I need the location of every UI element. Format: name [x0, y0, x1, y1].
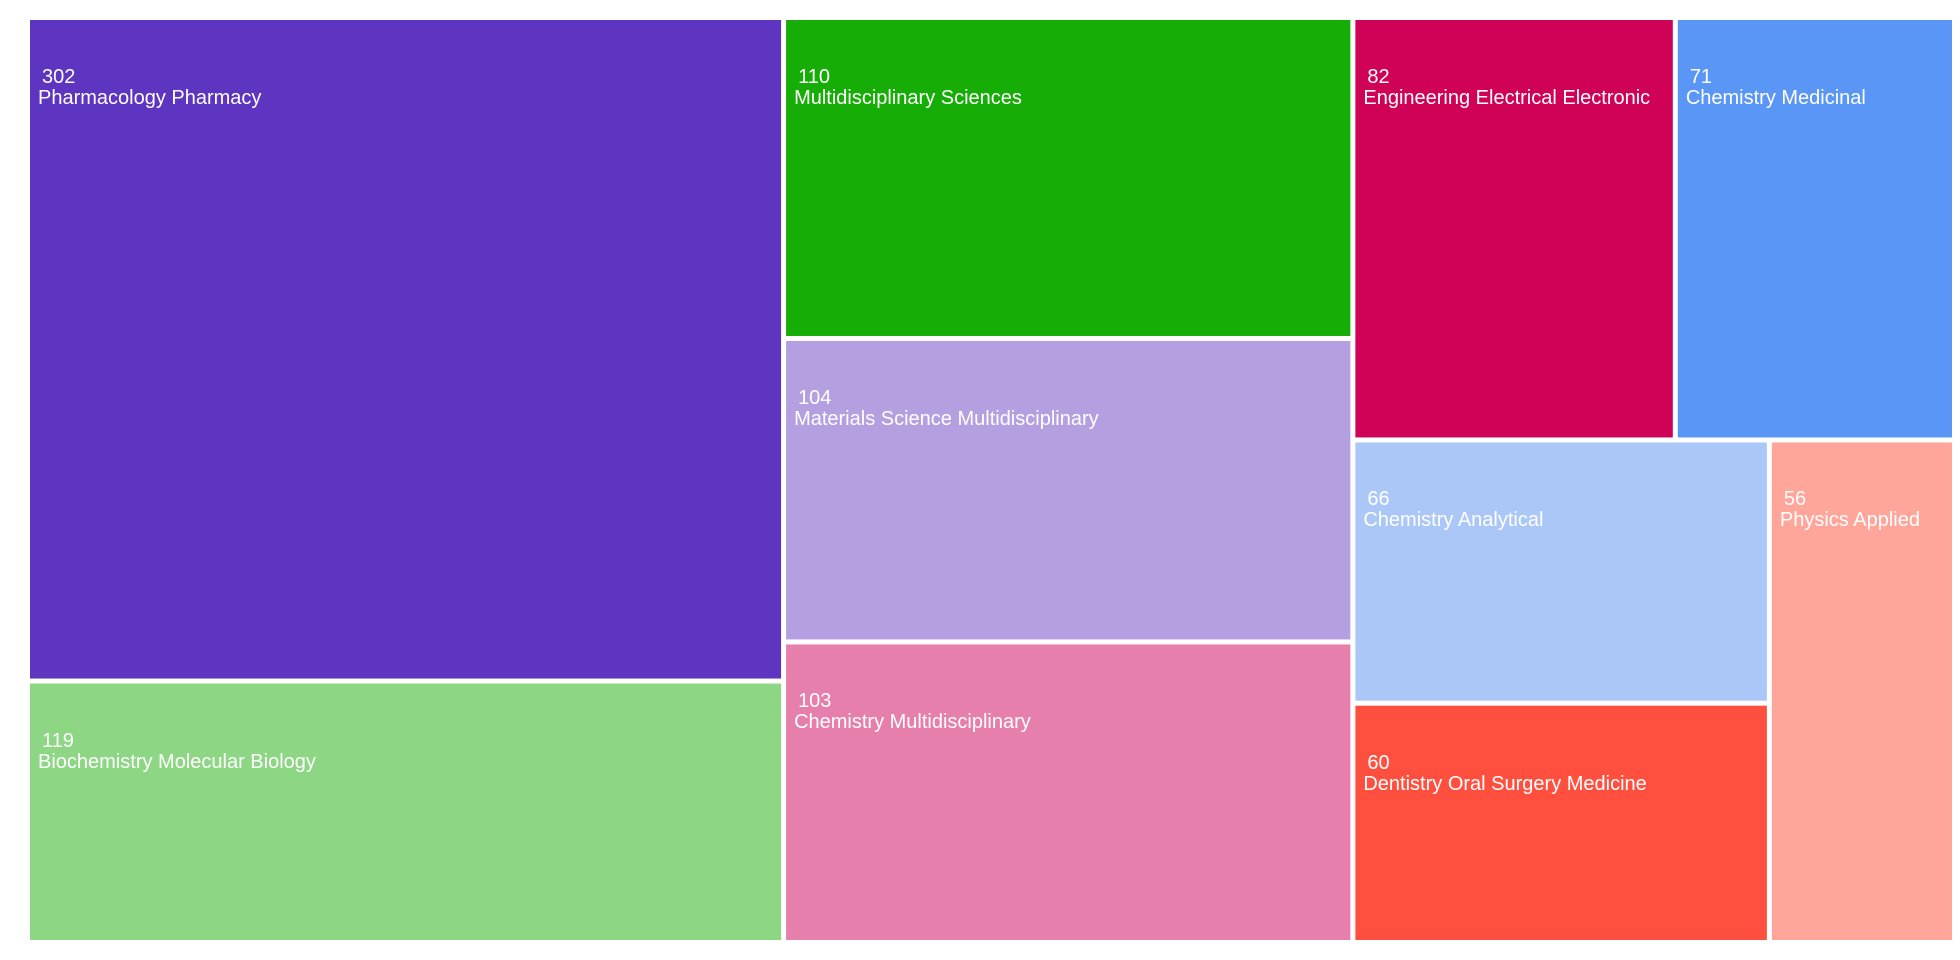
tile-value: 71	[1689, 67, 1713, 88]
tile-name: Pharmacology Pharmacy	[38, 87, 262, 109]
tile-name: Chemistry Multidisciplinary	[794, 711, 1031, 734]
tile-rect	[786, 644, 1351, 940]
tile-rect	[1771, 442, 1952, 940]
tile-value: 110	[798, 67, 830, 88]
tile-name: Dentistry Oral Surgery Medicine	[1363, 772, 1647, 795]
tile-rect	[786, 20, 1351, 336]
tile-name: Multidisciplinary Sciences	[794, 87, 1022, 109]
tile-rect	[30, 683, 782, 940]
tile-label-box: 110 Multidisciplinary Sciences	[794, 67, 1346, 109]
tile-name: Biochemistry Molecular Biology	[38, 750, 316, 773]
tile-name: Chemistry Analytical	[1363, 509, 1544, 532]
tile-value: 56	[1783, 489, 1807, 511]
tile-label-box: 71 Chemistry Medicinal	[1686, 67, 1948, 109]
tile-rect	[786, 340, 1351, 640]
tile-value: 104	[798, 387, 832, 409]
tile-value: 60	[1367, 752, 1390, 774]
tile-name: Chemistry Medicinal	[1685, 87, 1866, 109]
tile-rect	[1355, 705, 1767, 940]
tile-rect	[30, 20, 782, 679]
tile-label-box: 119 Biochemistry Molecular Biology	[38, 731, 777, 773]
tile-rect	[1355, 20, 1673, 438]
tile-name: Materials Science Multidisciplinary	[794, 407, 1099, 430]
tile-value: 103	[798, 691, 832, 713]
tile-value: 82	[1367, 67, 1390, 88]
tile-rect	[1355, 442, 1767, 701]
tile-label-box: 104 Materials Science Multidisciplinary	[794, 388, 1346, 430]
tile-value: 302	[42, 67, 76, 88]
tile-label-box: 60 Dentistry Oral Surgery Medicine	[1363, 753, 1763, 795]
tile-rect	[1677, 20, 1952, 438]
tile-name: Physics Applied	[1779, 509, 1920, 532]
tile-name: Engineering Electrical Electronic	[1363, 87, 1651, 109]
tile-value: 66	[1367, 489, 1390, 511]
tile-label-box: 103 Chemistry Multidisciplinary	[794, 691, 1346, 733]
tile-value: 119	[42, 730, 74, 752]
tile-label-box: 56 Physics Applied	[1780, 489, 1948, 531]
tile-label-box: 302 Pharmacology Pharmacy	[38, 67, 777, 109]
tile-label-box: 82 Engineering Electrical Electronic	[1363, 67, 1668, 109]
tile-label-box: 66 Chemistry Analytical	[1363, 489, 1763, 531]
